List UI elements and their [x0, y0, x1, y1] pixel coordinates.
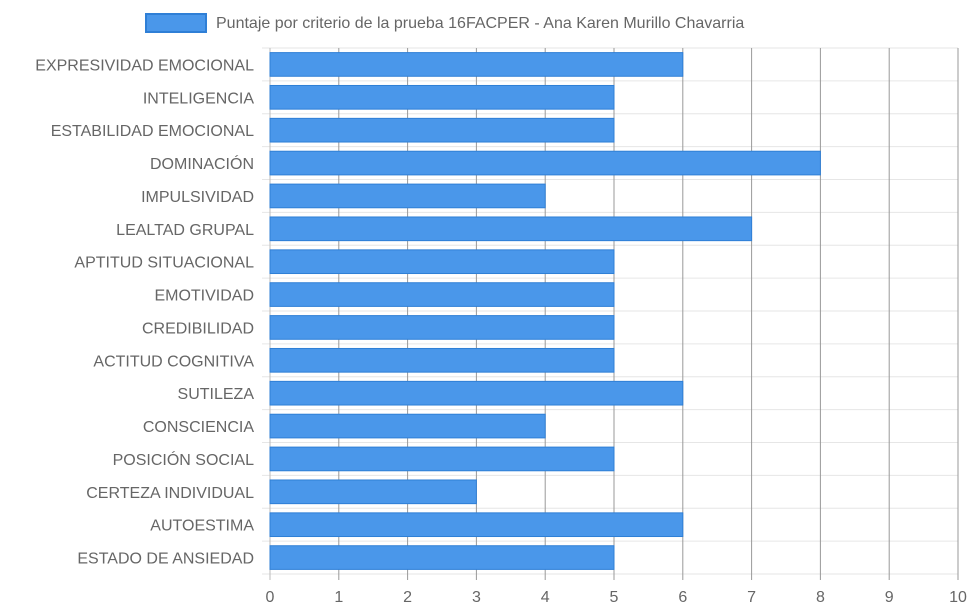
- category-label: EXPRESIVIDAD EMOCIONAL: [35, 57, 254, 74]
- bar[interactable]: [269, 545, 615, 570]
- chart-grid: [262, 47, 959, 580]
- bar[interactable]: [269, 117, 615, 143]
- category-label: POSICIÓN SOCIAL: [113, 450, 254, 469]
- x-tick-label: 10: [949, 589, 967, 606]
- x-tick-label: 5: [610, 589, 619, 606]
- bar[interactable]: [269, 446, 615, 472]
- category-label: CERTEZA INDIVIDUAL: [86, 485, 254, 502]
- x-tick-label: 7: [747, 589, 756, 606]
- category-label: AUTOESTIMA: [150, 518, 254, 535]
- y-axis-labels: EXPRESIVIDAD EMOCIONAL INTELIGENCIA ESTABI…: [35, 57, 254, 567]
- bar[interactable]: [269, 380, 684, 406]
- category-label: SUTILEZA: [178, 386, 255, 403]
- bar[interactable]: [269, 512, 684, 538]
- bar[interactable]: [269, 183, 546, 209]
- x-tick-label: 9: [885, 589, 894, 606]
- category-label: DOMINACIÓN: [150, 154, 254, 173]
- category-label: APTITUD SITUACIONAL: [74, 255, 254, 272]
- bar[interactable]: [269, 282, 615, 307]
- x-tick-label: 4: [541, 589, 550, 606]
- legend-swatch: [145, 13, 207, 33]
- bar[interactable]: [269, 413, 546, 439]
- bar[interactable]: [269, 347, 615, 373]
- category-label: IMPULSIVIDAD: [141, 189, 254, 206]
- bar[interactable]: [269, 479, 477, 505]
- bar[interactable]: [269, 52, 684, 77]
- category-label: INTELIGENCIA: [143, 90, 254, 107]
- x-tick-label: 6: [678, 589, 687, 606]
- bar[interactable]: [269, 150, 821, 176]
- category-label: LEALTAD GRUPAL: [116, 222, 254, 239]
- x-tick-label: 1: [334, 589, 343, 606]
- category-label: ESTABILIDAD EMOCIONAL: [51, 123, 254, 140]
- bar[interactable]: [269, 84, 615, 110]
- bar[interactable]: [269, 216, 753, 242]
- x-tick-label: 3: [472, 589, 481, 606]
- bar[interactable]: [269, 249, 615, 275]
- legend-label: Puntaje por criterio de la prueba 16FACP…: [216, 15, 744, 32]
- category-label: EMOTIVIDAD: [154, 288, 254, 305]
- x-axis-tick-labels: 0 1 2 3 4 5 6 7 8 9 10: [266, 589, 967, 606]
- x-tick-label: 0: [266, 589, 275, 606]
- chart-legend[interactable]: Puntaje por criterio de la prueba 16FACP…: [145, 13, 744, 33]
- category-label: CREDIBILIDAD: [142, 320, 254, 337]
- x-tick-label: 8: [816, 589, 825, 606]
- category-label: CONSCIENCIA: [143, 419, 254, 436]
- bar-group: [269, 52, 821, 570]
- category-label: ACTITUD COGNITIVA: [93, 353, 254, 370]
- bar[interactable]: [269, 315, 615, 340]
- x-tick-label: 2: [403, 589, 412, 606]
- category-label: ESTADO DE ANSIEDAD: [77, 551, 254, 568]
